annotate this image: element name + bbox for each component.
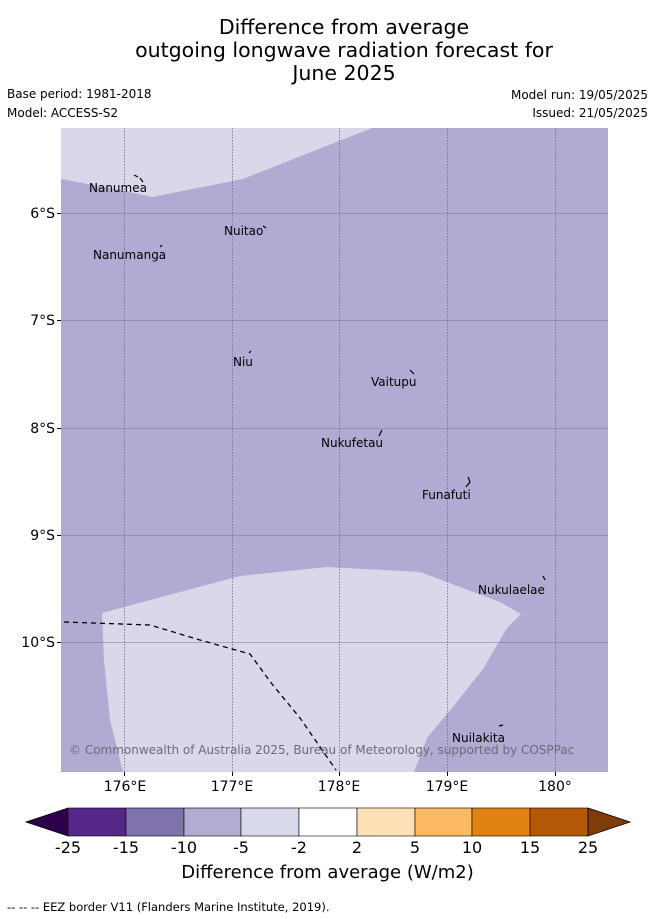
colorbar-tick-8: 10 [461, 838, 483, 857]
model-run: Model run: 19/05/2025 [510, 88, 648, 102]
place-labels: Nanumea Nuitao Nanumanga Niu Vaitupu Nuk… [89, 181, 545, 745]
title-line-3: June 2025 [292, 61, 396, 85]
colorbar-tick-6: 2 [351, 838, 363, 857]
place-label-nukufetau: Nukufetau [321, 436, 383, 450]
graticule [61, 128, 608, 772]
place-label-nuilakita: Nuilakita [452, 731, 505, 745]
island-vaitupu-outline [409, 369, 415, 375]
colorbar-segment-5 [298, 807, 358, 837]
colorbar-segment-8 [471, 807, 531, 837]
colorbar-segment-3 [183, 807, 242, 837]
lon-label-179: 179°E [426, 779, 469, 795]
colorbar-segment-4 [240, 807, 300, 837]
lat-label-9s: 9°S [30, 528, 55, 544]
colorbar-tick-2: -15 [112, 838, 140, 857]
title-line-1: Difference from average [218, 15, 470, 39]
islands [133, 174, 546, 727]
colorbar-tick-5: -2 [291, 838, 307, 857]
colorbar [24, 807, 632, 837]
anomaly-band-minus5-minus2-south [102, 567, 521, 772]
colorbar-tick-1: -25 [54, 838, 82, 857]
colorbar-label: Difference from average (W/m2) [181, 862, 474, 883]
lon-label-176: 176°E [104, 779, 147, 795]
island-nanumea-outline [133, 174, 144, 183]
copyright-notice: © Commonwealth of Australia 2025, Bureau… [69, 743, 574, 757]
colorbar-segment-2 [125, 807, 185, 837]
island-nukulaelae-outline [542, 575, 546, 581]
island-nuilakita-outline [498, 724, 504, 727]
base-period: Base period: 1981-2018 [7, 87, 152, 101]
colorbar-tick-4: -5 [233, 838, 249, 857]
place-label-funafuti: Funafuti [422, 488, 471, 502]
lon-label-180: 180° [538, 779, 572, 795]
colorbar-extend-low [24, 807, 69, 837]
place-label-nanumanga: Nanumanga [93, 248, 166, 262]
lat-label-6s: 6°S [30, 206, 55, 222]
place-label-nanumea: Nanumea [89, 181, 147, 195]
island-nanumanga-outline [159, 244, 163, 248]
lat-label-10s: 10°S [21, 635, 55, 651]
island-niu-outline [248, 350, 252, 354]
lat-label-7s: 7°S [30, 313, 55, 329]
colorbar-segment-6 [356, 807, 416, 837]
eez-legend-note: -- -- -- EEZ border V11 (Flanders Marine… [7, 900, 330, 914]
island-funafuti-outline [465, 476, 471, 488]
issued-date: Issued: 21/05/2025 [532, 106, 648, 120]
lon-label-178: 178°E [318, 779, 361, 795]
colorbar-tick-3: -10 [170, 838, 198, 857]
colorbar-tick-7: 5 [409, 838, 421, 857]
colorbar-tick-9: 15 [519, 838, 541, 857]
anomaly-band-minus5-minus2-north [61, 128, 372, 197]
model-name: Model: ACCESS-S2 [7, 106, 119, 120]
lat-label-8s: 8°S [30, 421, 55, 437]
axis-tick-labels: 176°E 177°E 178°E 179°E 180° 6°S 7°S 8°S… [21, 206, 572, 795]
eez-border-line [63, 621, 337, 771]
colorbar-extend-high [587, 807, 632, 837]
colorbar-segment-9 [529, 807, 589, 837]
colorbar-segment-1 [67, 807, 127, 837]
colorbar-tick-10: 25 [577, 838, 599, 857]
island-nuitao-outline [262, 225, 267, 229]
lon-label-177: 177°E [211, 779, 254, 795]
place-label-vaitupu: Vaitupu [371, 375, 417, 389]
map-panel: Nanumea Nuitao Nanumanga Niu Vaitupu Nuk… [21, 128, 608, 795]
island-nukufetau-outline [378, 429, 383, 437]
title-line-2: outgoing longwave radiation forecast for [135, 38, 553, 62]
place-label-niu: Niu [233, 355, 253, 369]
chart-title: Difference from average outgoing longwav… [0, 16, 655, 85]
place-label-nuitao: Nuitao [224, 224, 263, 238]
axis-tick-marks [57, 213, 556, 776]
colorbar-segment-7 [414, 807, 473, 837]
colorbar-tick-labels: -25 -15 -10 -5 -2 2 5 10 15 25 [0, 838, 655, 858]
place-label-nukulaelae: Nukulaelae [478, 583, 545, 597]
